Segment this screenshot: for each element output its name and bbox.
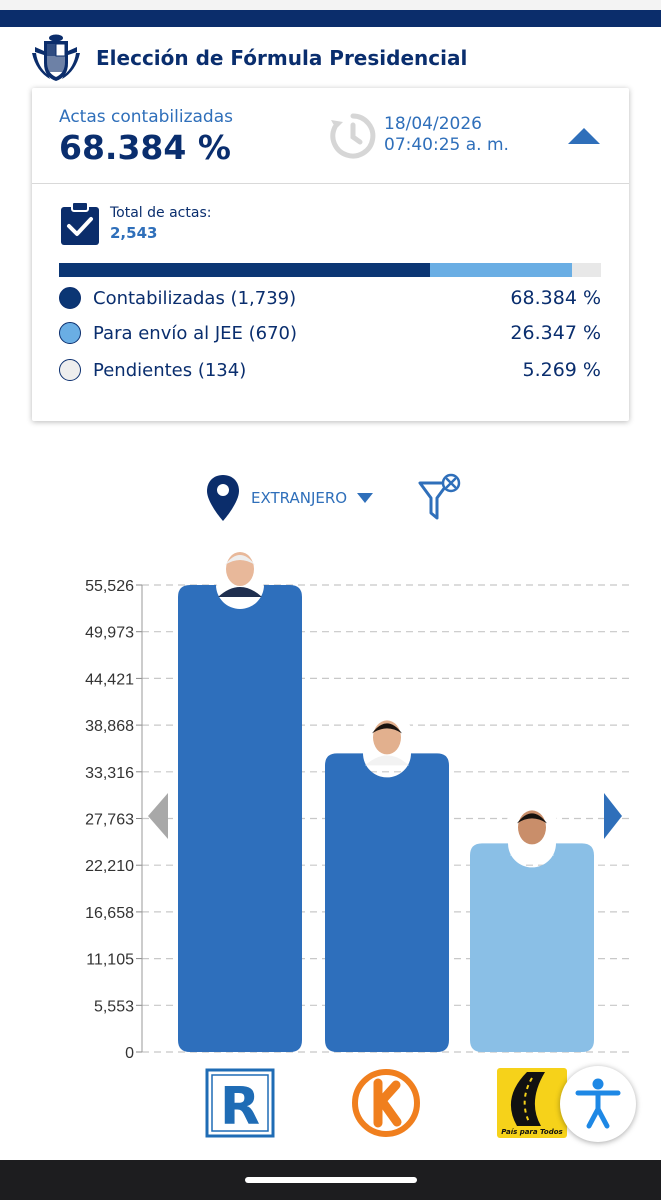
accessibility-button[interactable] [560,1066,636,1142]
update-time: 07:40:25 a. m. [384,135,509,155]
legend-dot [59,287,81,309]
legend-contabilizadas: Contabilizadas (1,739) 68.384 % [59,284,601,312]
location-pin-icon [207,475,239,521]
actas-progress-bar [59,263,601,277]
bar-3[interactable] [470,843,594,1052]
legend-label: Para envío al JEE (670) [93,322,298,344]
summary-card-header: Actas contabilizadas 68.384 % 18/04/2026… [32,88,629,184]
update-date: 18/04/2026 [384,114,482,134]
bar-2[interactable] [325,753,449,1052]
legend-percentage: 26.347 % [510,322,601,344]
page-header: Elección de Fórmula Presidencial [30,32,467,84]
accessibility-icon [575,1078,621,1129]
y-tick-label: 0 [125,1045,134,1062]
update-datetime: 18/04/2026 07:40:25 a. m. [384,114,509,156]
party-logo-fuerza-popular[interactable] [351,1068,421,1138]
history-clock-icon [330,113,376,159]
legend-pendientes: Pendientes (134) 5.269 % [59,356,601,384]
legend-dot [59,359,81,381]
y-tick-label: 33,316 [85,765,134,782]
legend-jee: Para envío al JEE (670) 26.347 % [59,319,601,347]
top-banner [0,10,661,27]
progress-contabilizadas [59,263,430,277]
chart-prev-arrow-icon[interactable] [148,793,168,839]
y-tick-label: 44,421 [85,671,134,688]
y-tick-label: 27,763 [85,812,134,829]
y-tick-label: 38,868 [85,718,134,735]
y-tick-label: 55,526 [85,578,134,595]
total-actas-label: Total de actas: [110,205,212,221]
progress-pendientes [572,263,601,277]
clipboard-check-icon [61,201,99,245]
party-logo-renovacion-popular[interactable]: R [205,1068,275,1138]
votes-bar-chart: 55,526 49,973 44,421 38,868 33,316 27,763 22,2… [85,544,630,1062]
legend-label: Pendientes (134) [93,359,247,381]
bar-1[interactable] [178,585,302,1052]
legend-label: Contabilizadas (1,739) [93,287,297,309]
candidate-photo-1 [213,544,267,598]
collapse-triangle-icon[interactable] [566,126,602,146]
progress-jee [429,263,573,277]
y-tick-label: 49,973 [85,625,134,642]
legend-percentage: 5.269 % [522,359,602,381]
page-title: Elección de Fórmula Presidencial [96,46,468,70]
region-selector[interactable]: EXTRANJERO [205,472,374,524]
party-logo-caption: País para Todos [501,1128,562,1136]
total-actas-value: 2,543 [110,224,158,242]
summary-card: Actas contabilizadas 68.384 % 18/04/2026… [32,88,629,421]
y-tick-label: 22,210 [85,858,134,875]
chevron-down-icon[interactable] [357,493,374,503]
actas-percentage: 68.384 % [59,128,231,167]
home-indicator[interactable] [245,1177,417,1183]
actas-label: Actas contabilizadas [59,107,233,127]
candidate-photo-2 [360,712,414,767]
party-logo-pais-para-todos[interactable]: País para Todos [497,1068,567,1138]
candidate-photo-3 [505,802,559,857]
status-bar-strip [0,0,661,10]
region-label[interactable]: EXTRANJERO [251,489,348,507]
y-tick-label: 16,658 [85,905,134,922]
y-tick-label: 11,105 [86,952,134,969]
legend-dot [59,322,81,344]
chart-next-arrow-icon[interactable] [604,793,622,839]
legend-percentage: 68.384 % [510,287,601,309]
y-tick-label: 5,553 [94,998,134,1015]
peru-coat-of-arms-icon [32,34,80,81]
clear-filter-icon[interactable] [418,473,464,523]
party-logo-letter: R [220,1077,260,1137]
